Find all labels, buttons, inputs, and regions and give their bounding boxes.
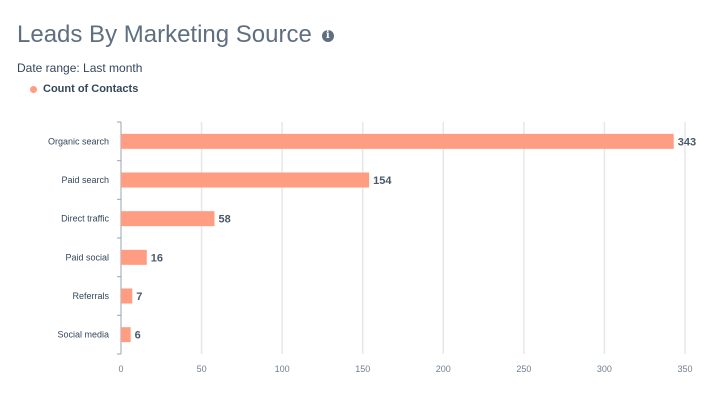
chart-title: Leads By Marketing Source i	[17, 18, 334, 52]
x-tick-label-300: 300	[597, 364, 612, 374]
value-label-social-media: 6	[135, 330, 141, 342]
category-label-referrals: Referrals	[72, 291, 109, 301]
category-label-paid-social: Paid social	[65, 252, 109, 262]
value-label-direct-traffic: 58	[218, 214, 230, 226]
category-label-paid-search: Paid search	[61, 175, 109, 185]
legend-label[interactable]: Count of Contacts	[43, 83, 139, 95]
category-label-direct-traffic: Direct traffic	[61, 214, 109, 224]
value-label-paid-social: 16	[151, 252, 163, 264]
bar-social-media	[121, 327, 131, 343]
value-label-organic-search: 343	[678, 136, 696, 148]
x-tick-label-100: 100	[275, 364, 290, 374]
category-label-organic-search: Organic search	[48, 136, 109, 146]
value-label-paid-search: 154	[373, 175, 392, 187]
bar-referrals	[121, 288, 133, 304]
bar-direct-traffic	[121, 211, 215, 227]
x-tick-label-200: 200	[436, 364, 451, 374]
chart-legend: Count of Contacts	[30, 82, 138, 96]
x-tick-label-50: 50	[197, 364, 207, 374]
date-range-label: Date range: Last month	[17, 61, 143, 75]
chart-title-text: Leads By Marketing Source	[17, 21, 312, 48]
legend-swatch	[30, 85, 37, 93]
x-tick-label-350: 350	[677, 364, 692, 374]
category-label-social-media: Social media	[57, 330, 109, 340]
x-tick-label-0: 0	[118, 364, 123, 374]
bar-organic-search	[121, 133, 674, 149]
bar-paid-social	[121, 249, 147, 265]
x-tick-label-250: 250	[516, 364, 531, 374]
bar-paid-search	[121, 172, 370, 188]
info-icon[interactable]: i	[321, 30, 334, 42]
value-label-referrals: 7	[136, 291, 142, 303]
x-tick-label-150: 150	[355, 364, 370, 374]
